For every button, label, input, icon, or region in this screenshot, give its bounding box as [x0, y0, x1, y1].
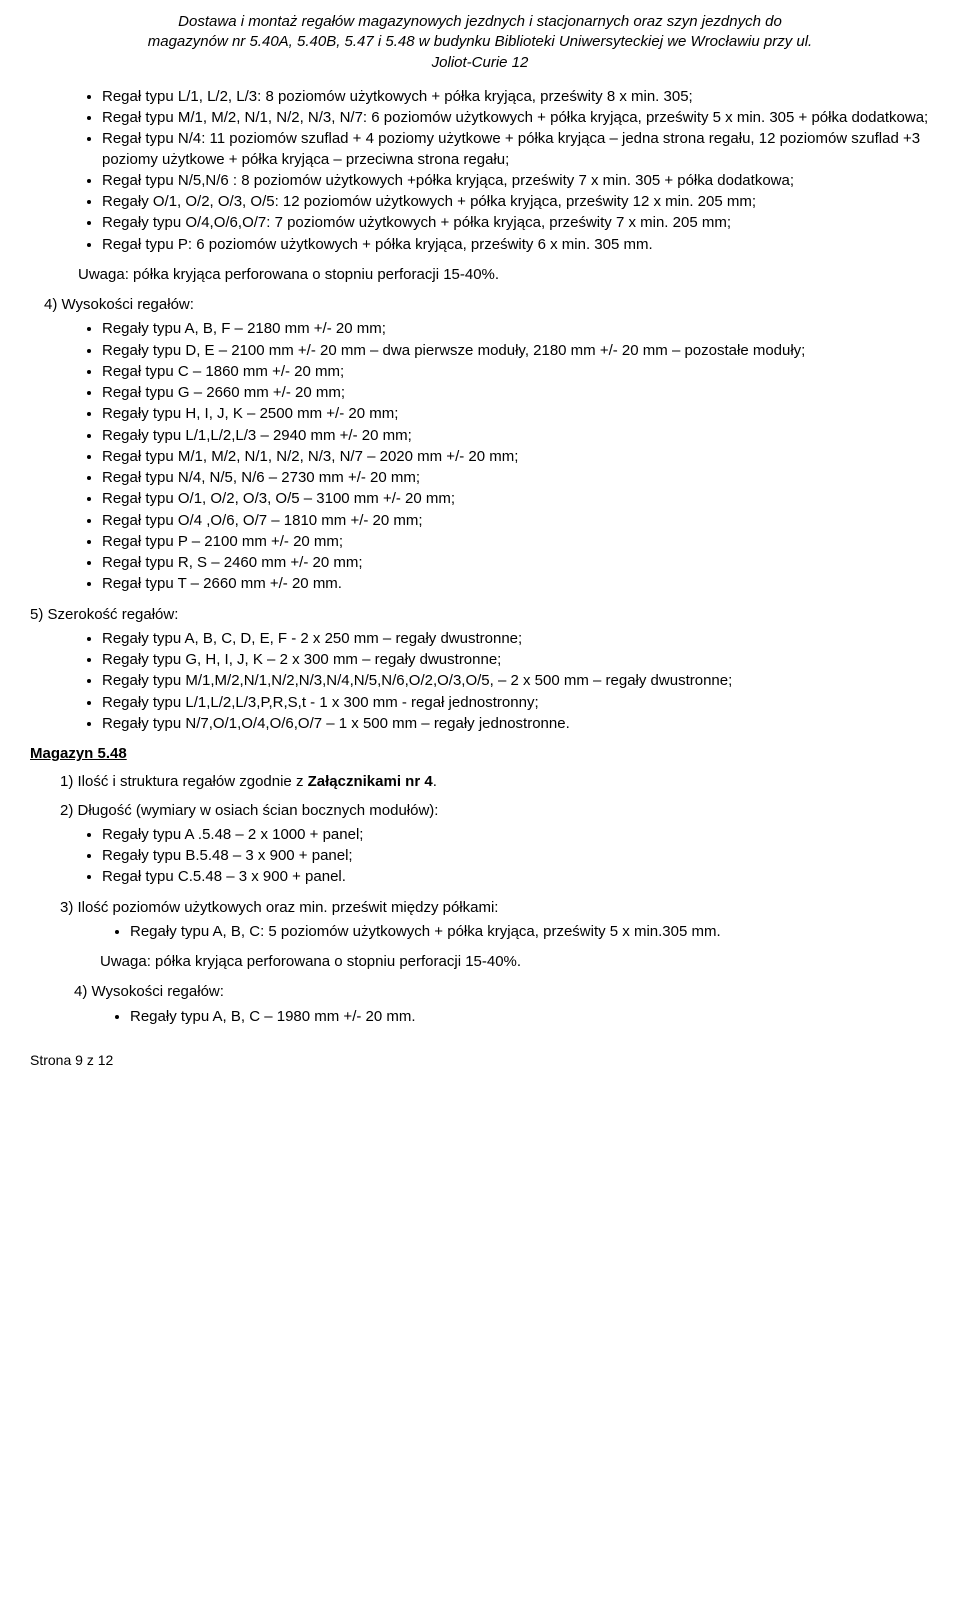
magazyn-548-title: Magazyn 5.48	[30, 744, 930, 764]
list-item: Regały typu A, B, C, D, E, F - 2 x 250 m…	[102, 629, 930, 649]
list-item: Regał typu M/1, M/2, N/1, N/2, N/3, N/7:…	[102, 108, 930, 128]
page-footer: Strona 9 z 12	[30, 1051, 930, 1070]
section-4-heights-lead: 4) Wysokości regałów:	[30, 295, 930, 315]
section-5-widths-list: Regały typu A, B, C, D, E, F - 2 x 250 m…	[30, 629, 930, 734]
list-item: Regały typu A, B, C – 1980 mm +/- 20 mm.	[130, 1007, 930, 1027]
list-item: Regały O/1, O/2, O/3, O/5: 12 poziomów u…	[102, 192, 930, 212]
header-line-2: magazynów nr 5.40A, 5.40B, 5.47 i 5.48 w…	[148, 33, 812, 50]
list-item: Regał typu N/5,N/6 : 8 poziomów użytkowy…	[102, 171, 930, 191]
perforation-note-1: Uwaga: półka kryjąca perforowana o stopn…	[30, 265, 930, 285]
list-item: Regał typu L/1, L/2, L/3: 8 poziomów uży…	[102, 87, 930, 107]
list-item: Regał typu C.5.48 – 3 x 900 + panel.	[102, 867, 930, 887]
section-5-widths-lead: 5) Szerokość regałów:	[30, 605, 930, 625]
page-header: Dostawa i montaż regałów magazynowych je…	[30, 12, 930, 73]
mag548-item-3-list: Regały typu A, B, C: 5 poziomów użytkowy…	[30, 922, 930, 942]
list-item: Regał typu G – 2660 mm +/- 20 mm;	[102, 383, 930, 403]
shelf-spec-list-1: Regał typu L/1, L/2, L/3: 8 poziomów uży…	[30, 87, 930, 255]
list-item: Regał typu P: 6 poziomów użytkowych + pó…	[102, 235, 930, 255]
list-item: Regały typu L/1,L/2,L/3,P,R,S,t - 1 x 30…	[102, 693, 930, 713]
list-item: Regał typu M/1, M/2, N/1, N/2, N/3, N/7 …	[102, 447, 930, 467]
section-4-heights-list: Regały typu A, B, F – 2180 mm +/- 20 mm;…	[30, 319, 930, 594]
mag548-1-bold: Załącznikami nr 4	[308, 773, 433, 790]
mag548-item-2-lead: 2) Długość (wymiary w osiach ścian boczn…	[30, 801, 930, 821]
list-item: Regały typu L/1,L/2,L/3 – 2940 mm +/- 20…	[102, 426, 930, 446]
mag548-item-1: 1) Ilość i struktura regałów zgodnie z Z…	[30, 772, 930, 792]
list-item: Regały typu G, H, I, J, K – 2 x 300 mm –…	[102, 650, 930, 670]
list-item: Regały typu A, B, C: 5 poziomów użytkowy…	[130, 922, 930, 942]
list-item: Regał typu C – 1860 mm +/- 20 mm;	[102, 362, 930, 382]
header-line-1: Dostawa i montaż regałów magazynowych je…	[178, 13, 782, 30]
mag548-item-3-lead: 3) Ilość poziomów użytkowych oraz min. p…	[30, 898, 930, 918]
mag548-1-post: .	[433, 773, 437, 790]
list-item: Regały typu B.5.48 – 3 x 900 + panel;	[102, 846, 930, 866]
list-item: Regał typu P – 2100 mm +/- 20 mm;	[102, 532, 930, 552]
list-item: Regały typu M/1,M/2,N/1,N/2,N/3,N/4,N/5,…	[102, 671, 930, 691]
list-item: Regały typu A, B, F – 2180 mm +/- 20 mm;	[102, 319, 930, 339]
list-item: Regały typu N/7,O/1,O/4,O/6,O/7 – 1 x 50…	[102, 714, 930, 734]
list-item: Regał typu N/4, N/5, N/6 – 2730 mm +/- 2…	[102, 468, 930, 488]
list-item: Regał typu O/4 ,O/6, O/7 – 1810 mm +/- 2…	[102, 511, 930, 531]
mag548-item-4-list: Regały typu A, B, C – 1980 mm +/- 20 mm.	[30, 1007, 930, 1027]
list-item: Regał typu O/1, O/2, O/3, O/5 – 3100 mm …	[102, 489, 930, 509]
list-item: Regały typu H, I, J, K – 2500 mm +/- 20 …	[102, 404, 930, 424]
perforation-note-2: Uwaga: półka kryjąca perforowana o stopn…	[30, 952, 930, 972]
list-item: Regały typu A .5.48 – 2 x 1000 + panel;	[102, 825, 930, 845]
mag548-item-2-list: Regały typu A .5.48 – 2 x 1000 + panel; …	[30, 825, 930, 888]
mag548-item-4-lead: 4) Wysokości regałów:	[30, 982, 930, 1002]
mag548-1-pre: 1) Ilość i struktura regałów zgodnie z	[60, 773, 308, 790]
list-item: Regał typu R, S – 2460 mm +/- 20 mm;	[102, 553, 930, 573]
list-item: Regał typu T – 2660 mm +/- 20 mm.	[102, 574, 930, 594]
list-item: Regały typu D, E – 2100 mm +/- 20 mm – d…	[102, 341, 930, 361]
list-item: Regały typu O/4,O/6,O/7: 7 poziomów użyt…	[102, 213, 930, 233]
header-line-3: Joliot-Curie 12	[432, 54, 529, 71]
list-item: Regał typu N/4: 11 poziomów szuflad + 4 …	[102, 129, 930, 170]
